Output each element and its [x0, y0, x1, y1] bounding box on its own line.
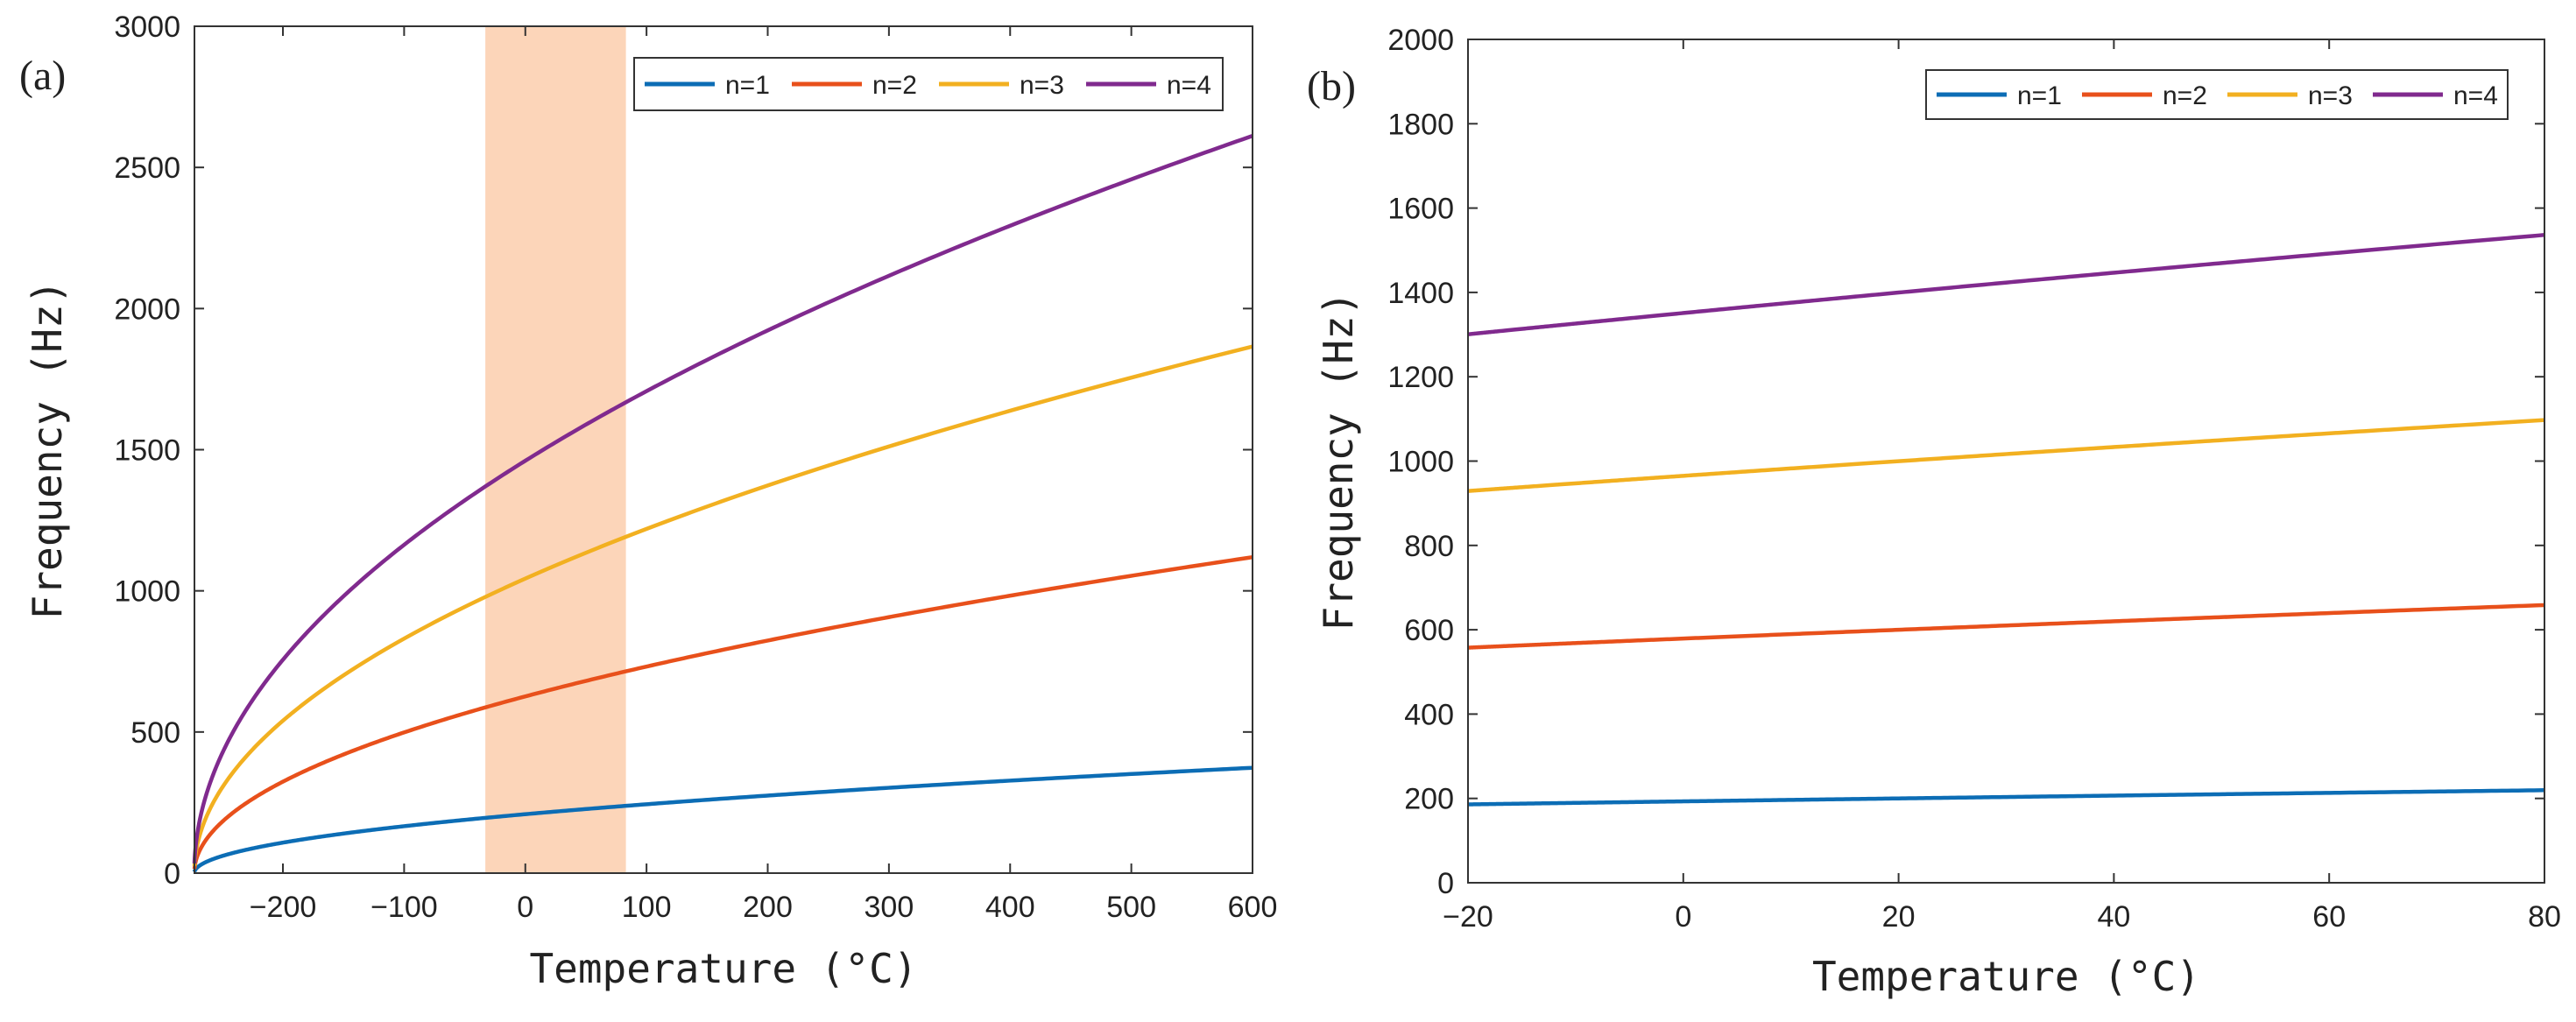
legend-label-n3: n=3 [1020, 71, 1064, 100]
series-line-n4 [192, 133, 1253, 866]
x-tick-label: 20 [1882, 900, 1916, 934]
y-tick-label: 200 [1404, 783, 1454, 816]
panel-label: (b) [1307, 63, 1356, 109]
y-tick-label: 3000 [114, 11, 180, 44]
legend-label-n4: n=4 [2453, 81, 2498, 110]
y-tick-label: 500 [131, 716, 180, 750]
series-line-n2 [192, 554, 1253, 871]
series-line-n3 [192, 344, 1253, 869]
y-tick-label: 1000 [114, 575, 180, 609]
legend: n=1 n=2 n=3 n=4 [633, 57, 1224, 111]
x-tick-label: 600 [1228, 891, 1278, 924]
x-tick-label: 500 [1106, 891, 1156, 924]
x-tick-label: 200 [743, 891, 793, 924]
series-line-n3 [1465, 418, 2545, 493]
y-tick-label: 600 [1404, 614, 1454, 647]
x-tick-label: 400 [985, 891, 1035, 924]
series-line-n1 [1465, 788, 2545, 807]
y-tick-label: 0 [164, 857, 180, 891]
highlight-band [485, 26, 626, 873]
y-tick-label: 1600 [1387, 193, 1454, 226]
legend-label-n1: n=1 [2017, 81, 2062, 110]
legend: n=1 n=2 n=3 n=4 [1925, 69, 2509, 120]
x-tick-label: −100 [371, 891, 438, 924]
x-tick-label: 0 [1675, 900, 1691, 934]
series-line-n4 [1465, 233, 2545, 336]
series-line-n1 [192, 765, 1253, 874]
legend-label-n1: n=1 [725, 71, 770, 100]
x-axis-label: Temperature (°C) [1812, 953, 2200, 1000]
x-tick-label: 80 [2528, 900, 2561, 934]
y-tick-label: 2000 [114, 293, 180, 326]
x-tick-label: −20 [1443, 900, 1493, 934]
panel-b: −20 0 20 40 60 800200400600800100012001400160… [1307, 24, 2561, 1000]
y-tick-label: 1000 [1387, 446, 1454, 479]
panel-label: (a) [19, 53, 66, 99]
legend-label-n4: n=4 [1167, 71, 1211, 100]
y-tick-label: 1800 [1387, 108, 1454, 141]
y-tick-label: 0 [1437, 867, 1454, 900]
panel-a: −200 −100 0 100 200 300 400 500 600 0 500 1000 1500 2… [19, 11, 1277, 992]
x-axis-label: Temperature (°C) [529, 945, 917, 992]
legend-label-n2: n=2 [2163, 81, 2207, 110]
legend-label-n2: n=2 [872, 71, 917, 100]
y-tick-label: 800 [1404, 530, 1454, 563]
legend-box [633, 57, 1224, 111]
x-tick-label: 60 [2312, 900, 2346, 934]
y-tick-label: 400 [1404, 698, 1454, 731]
y-tick-label: 2500 [114, 152, 180, 185]
x-tick-label: 300 [865, 891, 914, 924]
y-axis-label: Frequency (Hz) [1315, 292, 1362, 631]
x-tick-label: −200 [250, 891, 317, 924]
y-tick-label: 2000 [1387, 24, 1454, 57]
x-tick-label: 0 [517, 891, 533, 924]
y-tick-label: 1200 [1387, 361, 1454, 394]
series-line-n2 [1465, 603, 2545, 650]
y-tick-label: 1400 [1387, 277, 1454, 310]
y-tick-label: 1500 [114, 434, 180, 468]
legend-label-n3: n=3 [2308, 81, 2353, 110]
x-tick-label: 40 [2097, 900, 2130, 934]
y-axis-label: Frequency (Hz) [24, 280, 71, 620]
x-tick-label: 100 [622, 891, 672, 924]
